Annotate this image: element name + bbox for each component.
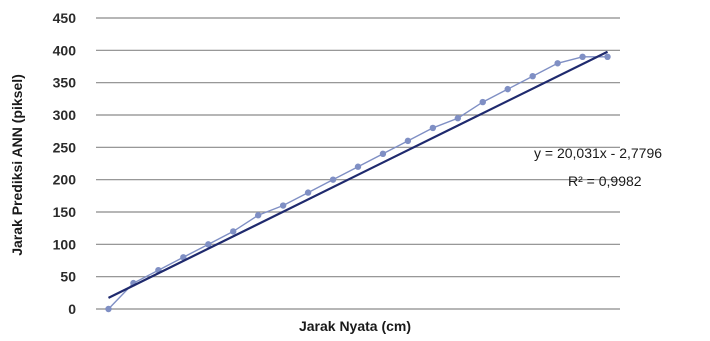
- data-point: [254, 212, 262, 219]
- y-tick-label: 0: [68, 301, 76, 317]
- y-tick-label: 350: [53, 75, 77, 91]
- y-tick-label: 450: [53, 10, 77, 26]
- data-point: [279, 202, 287, 209]
- series-line: [107, 56, 608, 310]
- data-point: [379, 150, 387, 157]
- y-tick-label: 200: [53, 172, 77, 188]
- data-point: [329, 176, 337, 183]
- data-point: [504, 85, 511, 93]
- data-series: [105, 53, 611, 313]
- data-point: [404, 137, 412, 145]
- data-point: [479, 98, 486, 106]
- y-tick-label: 400: [53, 42, 77, 58]
- y-tick-label: 150: [53, 204, 77, 220]
- y-tick-label: 100: [53, 236, 77, 252]
- data-point: [105, 305, 112, 313]
- y-tick-labels: 0 50 100 150 200 250 300 350 400 450: [53, 10, 77, 317]
- x-axis-title: Jarak Nyata (cm): [299, 318, 411, 334]
- y-tick-label: 50: [60, 269, 76, 285]
- trendline-equation: y = 20,031x - 2,7796: [534, 145, 662, 161]
- y-tick-label: 250: [53, 139, 77, 155]
- y-tick-label: 300: [53, 107, 77, 123]
- data-point: [304, 189, 312, 196]
- data-point: [429, 124, 437, 132]
- data-point: [205, 241, 212, 248]
- trendline: [107, 50, 609, 299]
- data-point: [180, 254, 187, 261]
- data-point: [529, 73, 536, 80]
- r-squared: R² = 0,9982: [568, 173, 642, 189]
- data-point: [604, 53, 611, 60]
- gridlines: [96, 17, 620, 310]
- data-point: [579, 53, 586, 60]
- data-point: [554, 60, 561, 67]
- y-axis-title: Jarak Prediksi ANN (piksel): [9, 74, 25, 256]
- data-point: [454, 115, 462, 122]
- data-point: [230, 228, 237, 235]
- data-point: [354, 163, 362, 170]
